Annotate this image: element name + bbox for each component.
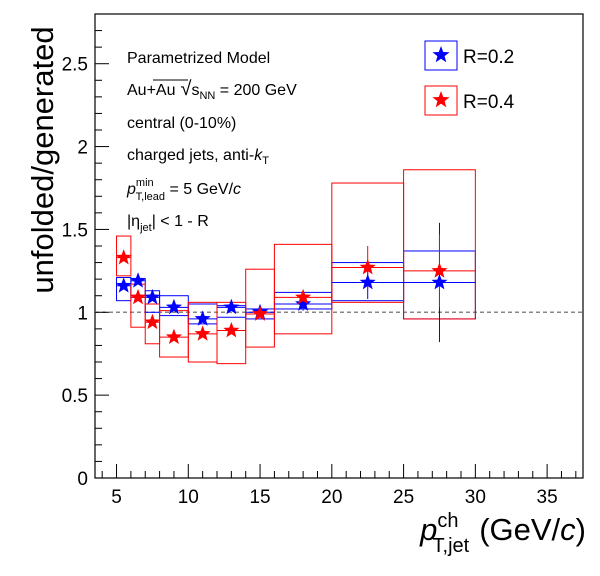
error-bars-layer	[116, 222, 476, 343]
point-star-icon-r02-4	[194, 310, 211, 326]
y-tick-label-0: 0	[77, 469, 88, 490]
annotation-model: Parametrized Model	[127, 50, 270, 67]
legend-label-r04: R=0.4	[463, 92, 515, 113]
y-tick-label-2: 1	[77, 303, 88, 324]
annotation-jets: charged jets, anti-kT	[127, 147, 269, 167]
point-star-icon-r04-3	[165, 328, 183, 345]
point-star-icon-r02-3	[165, 298, 183, 315]
annotation-ptlead: pmin T,lead = 5 GeV/c	[126, 177, 241, 203]
point-star-icon-r04-1	[129, 288, 147, 305]
legend-box-r04	[424, 85, 458, 116]
annotation-centrality: central (0-10%)	[127, 115, 236, 132]
annotation-jets-a: charged jets, anti-	[127, 147, 254, 164]
legend-star-icon-r04	[432, 91, 450, 108]
point-star-icon-r02-2	[144, 288, 161, 305]
point-star-icon-r04-5	[223, 322, 240, 338]
axis-ticks-layer: 5 10 15 20 25 30 35 0 0.5 1 1.5 2 2.5	[62, 13, 577, 508]
x-tick-label-35: 35	[537, 487, 558, 508]
annotation-ptlead-p: p	[126, 181, 136, 198]
annotation-ptlead-c: c	[233, 181, 241, 198]
annotation-eta-a: |η	[127, 213, 140, 230]
y-tick-label-4: 2	[77, 138, 88, 159]
legend-entry-r04: R=0.4	[424, 85, 515, 116]
x-axis-label-unit-post: )	[576, 512, 586, 547]
point-star-icon-r02-5	[223, 298, 240, 315]
annotation-system-a: Au+Au	[127, 82, 175, 99]
x-axis-label: pch T,jet (GeV/c)	[419, 510, 586, 557]
legend-box-r02	[424, 40, 458, 71]
x-axis-label-unit-pre: (GeV/	[479, 512, 560, 547]
x-tick-label-5: 5	[111, 487, 122, 508]
point-star-icon-r04-8	[359, 259, 376, 275]
point-star-icon-r02-9	[431, 273, 448, 290]
annotation-s: s	[191, 82, 199, 99]
annotation-energy: = 200 GeV	[215, 82, 297, 99]
legend-label-r02: R=0.2	[463, 47, 514, 68]
x-axis-label-sup: ch	[437, 510, 458, 532]
x-tick-label-15: 15	[249, 487, 270, 508]
y-tick-label-1: 0.5	[62, 386, 88, 407]
annotation-nn: NN	[199, 90, 215, 102]
sys-box-r04-0	[116, 235, 132, 277]
x-tick-label-20: 20	[321, 487, 342, 508]
x-axis-label-unit-c: c	[560, 512, 576, 547]
point-star-icon-r04-0	[115, 249, 132, 265]
annotation-jets-t: T	[262, 155, 269, 167]
annotation-ptlead-value: = 5 GeV/	[165, 181, 234, 198]
markers-layer	[115, 249, 448, 345]
annotation-eta-sub: jet	[139, 222, 152, 234]
x-axis-label-main: p	[419, 512, 437, 547]
point-star-icon-r02-7	[295, 295, 312, 311]
point-star-icon-r04-7	[295, 288, 312, 305]
y-axis-label: unfolded/generated	[25, 26, 60, 293]
point-star-icon-r02-8	[359, 273, 376, 290]
x-tick-label-10: 10	[178, 487, 199, 508]
point-star-icon-r04-2	[144, 313, 161, 330]
annotation-sqrt: √	[180, 78, 191, 100]
x-tick-label-30: 30	[465, 487, 486, 508]
annotation-system: Au+Au √sNN = 200 GeV	[127, 78, 297, 102]
annotation-ptlead-min: min	[136, 177, 154, 189]
y-tick-label-5: 2.5	[62, 55, 88, 76]
y-tick-label-3: 1.5	[62, 220, 88, 241]
annotation-eta: |ηjet| < 1 - R	[127, 213, 209, 234]
legend-star-icon-r02	[432, 46, 450, 63]
point-star-icon-r02-0	[115, 277, 132, 293]
annotation-block: Parametrized Model Au+Au √sNN = 200 GeV c…	[126, 50, 297, 234]
point-star-icon-r04-6	[251, 305, 269, 321]
annotation-ptlead-sub: T,lead	[136, 191, 165, 203]
annotation-jets-k: k	[254, 147, 263, 164]
legend: R=0.2 R=0.4	[424, 40, 515, 116]
x-tick-label-25: 25	[393, 487, 414, 508]
x-axis-label-sub: T,jet	[433, 535, 470, 557]
annotation-eta-b: | < 1 - R	[152, 213, 209, 230]
legend-entry-r02: R=0.2	[424, 40, 514, 71]
point-star-icon-r04-9	[431, 262, 448, 278]
point-star-icon-r02-1	[129, 272, 147, 288]
point-star-icon-r04-4	[194, 325, 211, 341]
